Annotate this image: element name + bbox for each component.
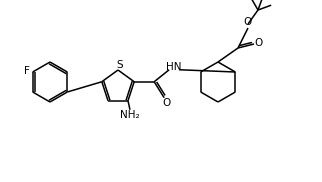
Text: O: O	[255, 38, 263, 48]
Text: O: O	[244, 17, 252, 27]
Text: O: O	[162, 98, 170, 108]
Text: F: F	[24, 66, 30, 76]
Text: HN: HN	[166, 62, 182, 72]
Text: S: S	[117, 60, 123, 70]
Text: NH₂: NH₂	[120, 110, 140, 120]
